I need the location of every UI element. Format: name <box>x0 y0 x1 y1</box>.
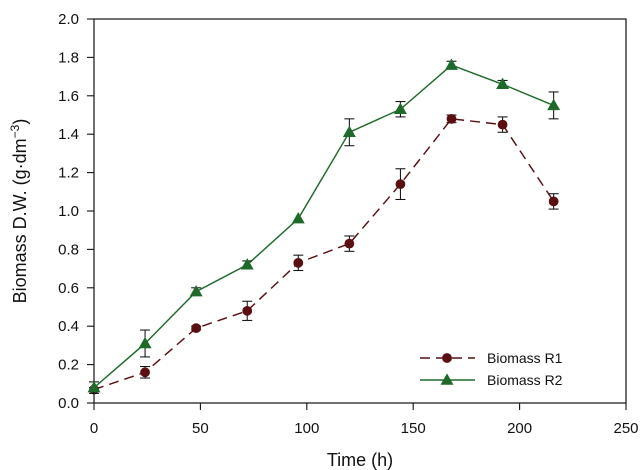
legend-marker <box>440 373 454 385</box>
legend-item: Biomass R2 <box>420 372 563 388</box>
data-point <box>548 196 559 207</box>
x-axis-title: Time (h) <box>327 450 393 470</box>
y-axis-title-superscript: −3 <box>8 124 22 138</box>
data-point <box>446 113 457 124</box>
data-point <box>291 212 305 224</box>
series-2 <box>87 58 561 394</box>
data-point <box>445 58 458 70</box>
y-axis-title-close: ) <box>10 119 30 125</box>
series-1 <box>89 113 559 395</box>
x-tick-label: 250 <box>613 420 638 437</box>
y-tick-label: 2.0 <box>58 11 79 28</box>
legend-marker <box>442 353 452 363</box>
legend-label: Biomass R2 <box>487 372 563 388</box>
legend-label: Biomass R1 <box>487 350 563 366</box>
y-tick-label: 0.8 <box>58 241 79 258</box>
data-point <box>87 381 101 393</box>
data-point <box>242 305 253 316</box>
data-point <box>191 323 202 334</box>
y-tick-label: 1.0 <box>58 203 79 220</box>
series-2-line <box>93 64 554 389</box>
y-tick-label: 1.4 <box>58 126 79 143</box>
x-tick-label: 200 <box>507 420 532 437</box>
data-point <box>393 102 407 114</box>
y-tick-label: 1.6 <box>58 88 79 105</box>
plot-frame <box>93 18 627 404</box>
data-point <box>395 179 406 190</box>
y-tick-label: 0.6 <box>58 280 79 297</box>
legend-item: Biomass R1 <box>420 350 563 366</box>
y-tick-label: 1.8 <box>58 49 79 66</box>
y-tick-label: 0.4 <box>58 318 79 335</box>
data-point <box>189 285 203 297</box>
x-tick-label: 150 <box>401 420 426 437</box>
x-tick-label: 0 <box>90 420 98 437</box>
data-point <box>497 119 508 130</box>
data-point <box>293 257 304 268</box>
x-tick-label: 50 <box>192 420 209 437</box>
series-layer <box>87 58 561 395</box>
series-1-line <box>93 118 555 391</box>
data-point <box>344 238 355 249</box>
data-point <box>138 336 152 349</box>
y-axis-title-main: Biomass D.W. (g·dm <box>10 138 30 303</box>
data-point <box>496 77 510 90</box>
data-point <box>547 98 561 111</box>
y-tick-label: 0.2 <box>58 357 79 374</box>
legend-layer: Biomass R1 Biomass R2 <box>420 350 563 388</box>
x-tick-label: 100 <box>294 420 319 437</box>
data-point <box>240 258 254 270</box>
y-tick-label: 1.2 <box>58 165 79 182</box>
ticks-layer: 0 50 100 150 200 250 0.0 0.2 0.4 0.6 0.8 1.0 1.2 1.4 1… <box>58 11 638 437</box>
data-point <box>140 367 150 378</box>
data-point <box>342 125 356 138</box>
y-axis-title: Biomass D.W. (g·dm−3) <box>8 119 30 304</box>
y-tick-label: 0.0 <box>58 395 79 412</box>
